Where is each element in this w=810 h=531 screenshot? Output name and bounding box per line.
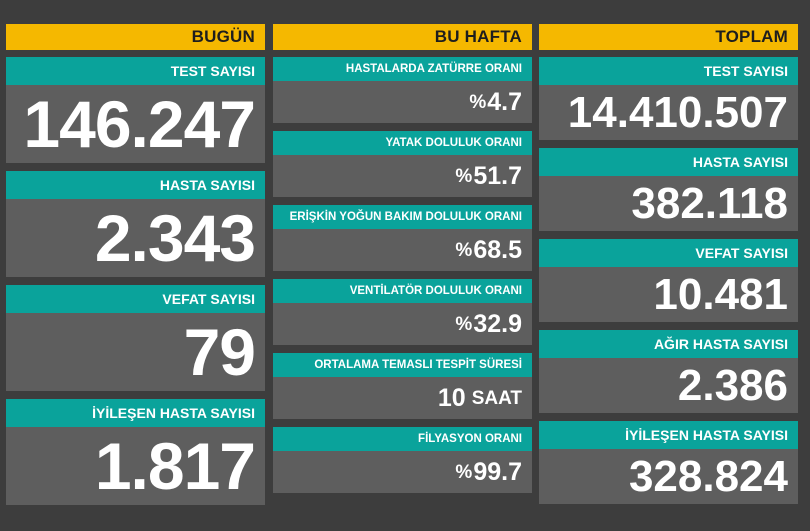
percent-sign: % [469,91,487,113]
week-filiation-label: FİLYASYON ORANI [273,427,532,451]
total-test-value: 14.410.507 [567,87,788,137]
percent-sign: % [455,461,473,483]
week-pneumonia-label: HASTALARDA ZATÜRRE ORANI [273,57,532,81]
total-deaths-value: 10.481 [653,269,788,319]
today-recovered-card: İYİLEŞEN HASTA SAYISI 1.817 [6,399,265,505]
today-deaths-label: VEFAT SAYISI [6,285,265,313]
total-critical-label: AĞIR HASTA SAYISI [539,330,798,358]
week-pneumonia-value: % 4.7 [273,81,532,123]
week-contact-time-unit: SAAT [471,387,522,409]
total-critical-value: 2.386 [677,360,788,410]
total-header: TOPLAM [539,24,798,50]
total-test-label: TEST SAYISI [539,57,798,85]
total-critical-card: AĞIR HASTA SAYISI 2.386 [539,330,798,413]
week-icu-label: ERİŞKİN YOĞUN BAKIM DOLULUK ORANI [273,205,532,229]
week-contact-time-number: 10 [437,383,466,412]
week-bed-value: % 51.7 [273,155,532,197]
percent-sign: % [455,165,473,187]
percent-sign: % [455,239,473,261]
week-contact-time-label: ORTALAMA TEMASLI TESPİT SÜRESİ [273,353,532,377]
today-recovered-label: İYİLEŞEN HASTA SAYISI [6,399,265,427]
week-contact-time-value: 10 SAAT [273,377,532,419]
total-cases-label: HASTA SAYISI [539,148,798,176]
today-test-card: TEST SAYISI 146.247 [6,57,265,163]
today-deaths-card: VEFAT SAYISI 79 [6,285,265,391]
week-pneumonia-number: 4.7 [487,87,522,116]
week-filiation-card: FİLYASYON ORANI % 99.7 [273,427,532,493]
total-deaths-label: VEFAT SAYISI [539,239,798,267]
week-icu-value: % 68.5 [273,229,532,271]
week-ventilator-number: 32.9 [473,309,522,338]
today-test-value: 146.247 [23,87,256,161]
percent-sign: % [455,313,473,335]
total-cases-card: HASTA SAYISI 382.118 [539,148,798,231]
week-filiation-number: 99.7 [473,457,522,486]
total-recovered-card: İYİLEŞEN HASTA SAYISI 328.824 [539,421,798,504]
week-header: BU HAFTA [273,24,532,50]
total-recovered-label: İYİLEŞEN HASTA SAYISI [539,421,798,449]
today-test-label: TEST SAYISI [6,57,265,85]
total-recovered-value: 328.824 [628,451,788,501]
total-test-card: TEST SAYISI 14.410.507 [539,57,798,140]
week-ventilator-value: % 32.9 [273,303,532,345]
week-bed-card: YATAK DOLULUK ORANI % 51.7 [273,131,532,197]
today-header: BUGÜN [6,24,265,50]
week-filiation-value: % 99.7 [273,451,532,493]
today-deaths-value: 79 [183,315,256,389]
today-recovered-value: 1.817 [94,429,256,503]
today-cases-card: HASTA SAYISI 2.343 [6,171,265,277]
week-ventilator-card: VENTİLATÖR DOLULUK ORANI % 32.9 [273,279,532,345]
week-pneumonia-card: HASTALARDA ZATÜRRE ORANI % 4.7 [273,57,532,123]
week-ventilator-label: VENTİLATÖR DOLULUK ORANI [273,279,532,303]
today-cases-value: 2.343 [94,201,256,275]
week-icu-number: 68.5 [473,235,522,264]
week-icu-card: ERİŞKİN YOĞUN BAKIM DOLULUK ORANI % 68.5 [273,205,532,271]
today-cases-label: HASTA SAYISI [6,171,265,199]
week-bed-label: YATAK DOLULUK ORANI [273,131,532,155]
total-deaths-card: VEFAT SAYISI 10.481 [539,239,798,322]
week-contact-time-card: ORTALAMA TEMASLI TESPİT SÜRESİ 10 SAAT [273,353,532,419]
week-bed-number: 51.7 [473,161,522,190]
total-cases-value: 382.118 [631,178,788,228]
